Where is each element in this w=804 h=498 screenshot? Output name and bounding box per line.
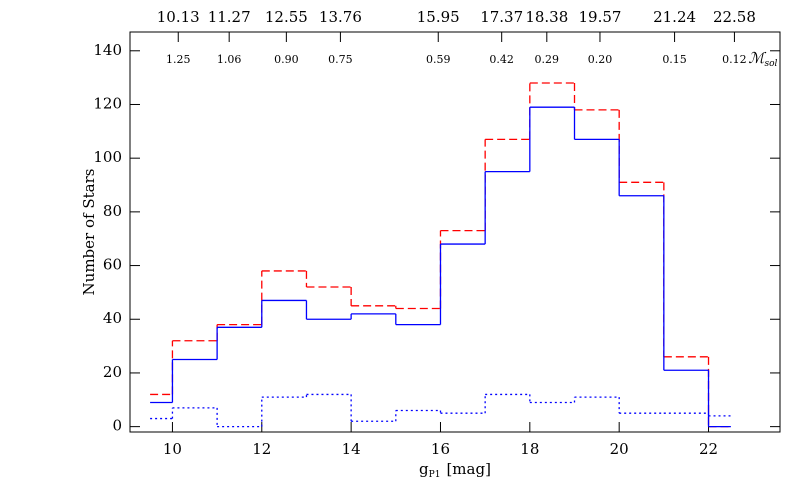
mass-label: 0.59 [426, 53, 451, 66]
y-tick-label: 120 [93, 94, 122, 112]
x-label-main: g [419, 460, 429, 478]
mass-unit-symbol: ℳ [748, 49, 766, 67]
y-tick-label: 40 [103, 309, 122, 327]
top-tick-label: 15.95 [417, 8, 460, 26]
x-tick-label: 12 [252, 440, 271, 458]
mass-label: 0.90 [274, 53, 299, 66]
top-tick-label: 12.55 [265, 8, 308, 26]
top-tick-label: 10.13 [157, 8, 200, 26]
mass-label: 0.15 [662, 53, 687, 66]
y-tick-label: 60 [103, 256, 122, 274]
y-tick-label: 0 [112, 417, 122, 435]
top-tick-label: 13.76 [319, 8, 362, 26]
x-tick-label: 20 [610, 440, 629, 458]
top-tick-label: 21.24 [653, 8, 696, 26]
top-tick-label: 18.38 [525, 8, 568, 26]
mass-label: 0.42 [489, 53, 514, 66]
mass-label: 0.12 [722, 53, 747, 66]
x-tick-label: 18 [520, 440, 539, 458]
x-tick-label: 16 [431, 440, 450, 458]
top-tick-label: 11.27 [208, 8, 251, 26]
mass-label: 0.20 [588, 53, 613, 66]
top-tick-label: 17.37 [480, 8, 523, 26]
y-axis-label: Number of Stars [80, 169, 98, 296]
y-tick-label: 100 [93, 148, 122, 166]
mass-label: 1.06 [217, 53, 242, 66]
x-tick-label: 10 [163, 440, 182, 458]
x-axis-label: gP1 [mag] [419, 460, 491, 480]
x-label-sub: P1 [429, 470, 441, 480]
x-tick-label: 14 [342, 440, 361, 458]
y-tick-label: 80 [103, 202, 122, 220]
mass-label: 0.29 [535, 53, 560, 66]
plot-frame [129, 31, 781, 433]
y-tick-label: 20 [103, 363, 122, 381]
y-tick-label: 140 [93, 41, 122, 59]
mass-label: 0.75 [328, 53, 353, 66]
mass-label: 1.25 [166, 53, 191, 66]
mass-unit-sub: sol [764, 59, 777, 69]
mass-unit: ℳsol [748, 49, 777, 69]
top-tick-label: 22.58 [713, 8, 756, 26]
x-label-unit: [mag] [446, 460, 490, 478]
top-tick-label: 19.57 [578, 8, 621, 26]
x-tick-label: 22 [699, 440, 718, 458]
